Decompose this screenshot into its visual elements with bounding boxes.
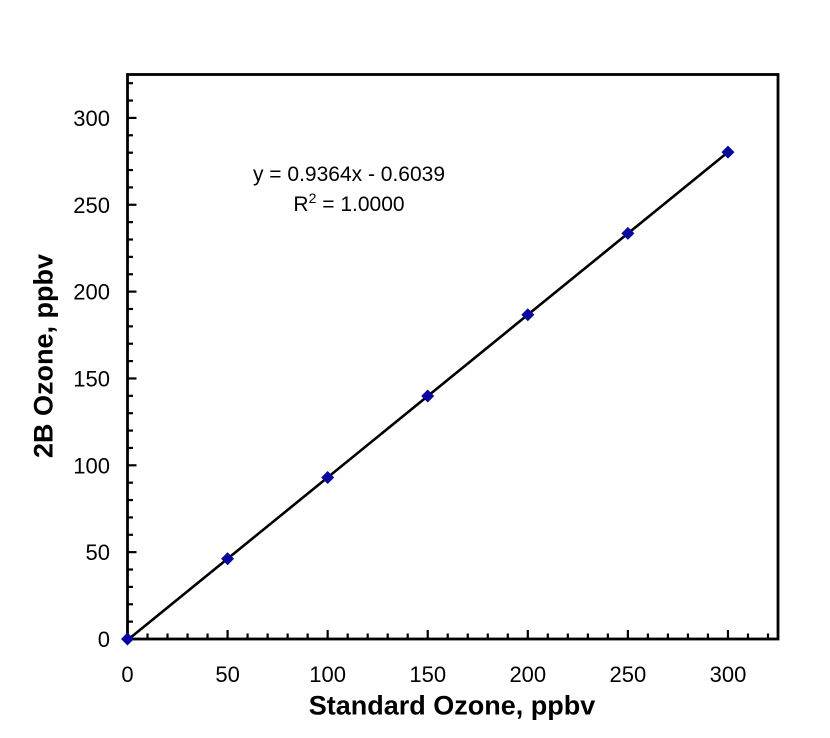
y-tick-label: 0 bbox=[98, 627, 110, 652]
x-tick-label: 150 bbox=[409, 662, 446, 687]
data-point-marker bbox=[521, 308, 535, 322]
y-tick-label: 200 bbox=[73, 280, 110, 305]
x-axis-title: Standard Ozone, ppbv bbox=[308, 690, 596, 721]
data-point-marker bbox=[721, 145, 735, 159]
data-point-marker bbox=[321, 470, 335, 484]
y-tick-label: 150 bbox=[73, 366, 110, 391]
x-tick-label: 50 bbox=[215, 662, 239, 687]
data-point-marker bbox=[121, 632, 134, 646]
y-tick-label: 50 bbox=[86, 540, 110, 565]
r-squared-label: R2 = 1.0000 bbox=[253, 190, 445, 220]
x-tick-label: 0 bbox=[121, 662, 133, 687]
x-tick-label: 100 bbox=[309, 662, 346, 687]
r-squared-prefix: R bbox=[293, 193, 309, 216]
trendline-equation: y = 0.9364x - 0.6039 bbox=[252, 163, 446, 186]
data-point-marker bbox=[621, 226, 635, 240]
y-tick-label: 100 bbox=[73, 453, 110, 478]
y-tick-label: 300 bbox=[73, 106, 110, 131]
r-squared-superscript: 2 bbox=[308, 190, 317, 206]
data-point-marker bbox=[421, 389, 435, 403]
data-point-marker bbox=[221, 552, 235, 566]
x-tick-label: 300 bbox=[710, 662, 747, 687]
x-tick-label: 250 bbox=[610, 662, 647, 687]
y-axis-title: 2B Ozone, ppbv bbox=[28, 253, 59, 459]
r-squared-value: = 1.0000 bbox=[316, 193, 405, 216]
x-tick-label: 200 bbox=[509, 662, 546, 687]
plot-border bbox=[126, 73, 780, 641]
y-tick-label: 250 bbox=[73, 193, 110, 218]
trendline-annotation: y = 0.9364x - 0.6039 R2 = 1.0000 bbox=[253, 160, 445, 220]
